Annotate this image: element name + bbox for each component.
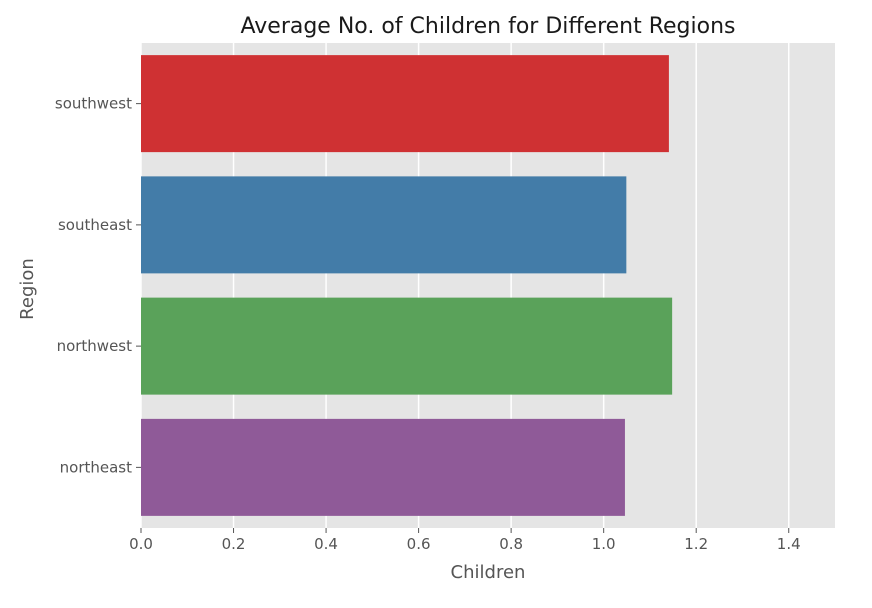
y-axis-label: Region [17, 258, 38, 320]
bar-northeast [141, 418, 625, 516]
x-tick-label: 1.0 [592, 535, 616, 553]
bar-southwest [141, 55, 669, 153]
y-tick-label: northeast [60, 458, 132, 476]
y-axis-ticks: southwest southeast northwest northeast [55, 95, 141, 476]
x-tick-label: 1.4 [777, 535, 801, 553]
bar-northwest [141, 297, 673, 395]
y-tick-label: southwest [55, 95, 132, 113]
bar-southeast [141, 176, 627, 274]
x-tick-label: 0.4 [314, 535, 338, 553]
chart-title: Average No. of Children for Different Re… [241, 14, 736, 39]
y-tick-label: southeast [58, 216, 132, 234]
x-tick-label: 0.0 [129, 535, 153, 553]
x-tick-label: 0.6 [407, 535, 431, 553]
x-tick-label: 0.2 [222, 535, 246, 553]
x-axis-ticks: 0.0 0.2 0.4 0.6 0.8 1.0 1.2 1.4 [129, 528, 801, 553]
x-tick-label: 0.8 [499, 535, 523, 553]
x-tick-label: 1.2 [684, 535, 708, 553]
x-axis-label: Children [451, 562, 526, 583]
y-tick-label: northwest [57, 337, 133, 355]
bars [141, 55, 673, 516]
